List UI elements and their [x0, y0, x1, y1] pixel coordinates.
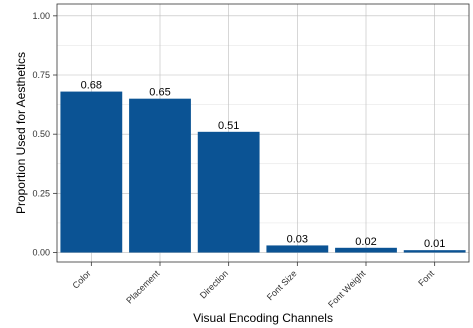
y-tick-label: 0.50 [32, 129, 50, 139]
bar [197, 131, 260, 253]
data-label: 0.01 [424, 238, 445, 250]
bars [60, 91, 466, 253]
bar [335, 247, 397, 253]
bar [403, 250, 466, 253]
y-axis: 0.00 0.25 0.50 0.75 1.00 [32, 11, 57, 258]
x-tick-label: Color [70, 268, 92, 290]
y-axis-title: Proportion Used for Aesthetics [14, 52, 28, 214]
bar [129, 98, 191, 253]
y-tick-label: 0.75 [32, 70, 50, 80]
x-axis: Color Placement Direction Font Size Font Wei… [70, 262, 436, 310]
y-tick-label: 0.25 [32, 188, 50, 198]
x-tick-label: Placement [124, 268, 161, 305]
x-tick-label: Font Size [265, 268, 299, 302]
data-labels: 0.68 0.65 0.51 0.03 0.02 0.01 [81, 80, 446, 251]
data-label: 0.65 [149, 87, 170, 99]
data-label: 0.03 [287, 233, 308, 245]
y-tick-label: 1.00 [32, 11, 50, 21]
data-label: 0.51 [218, 120, 239, 132]
x-tick-label: Direction [198, 268, 230, 300]
y-tick-label: 0.00 [32, 248, 50, 258]
data-label: 0.02 [355, 236, 376, 248]
bar [60, 91, 123, 253]
x-tick-label: Font Weight [326, 268, 368, 310]
plot-panel-border [56, 3, 470, 263]
grid [57, 4, 469, 262]
x-tick-label: Font [416, 268, 436, 288]
bar [266, 245, 329, 253]
x-axis-title: Visual Encoding Channels [193, 311, 333, 325]
data-label: 0.68 [81, 80, 102, 92]
